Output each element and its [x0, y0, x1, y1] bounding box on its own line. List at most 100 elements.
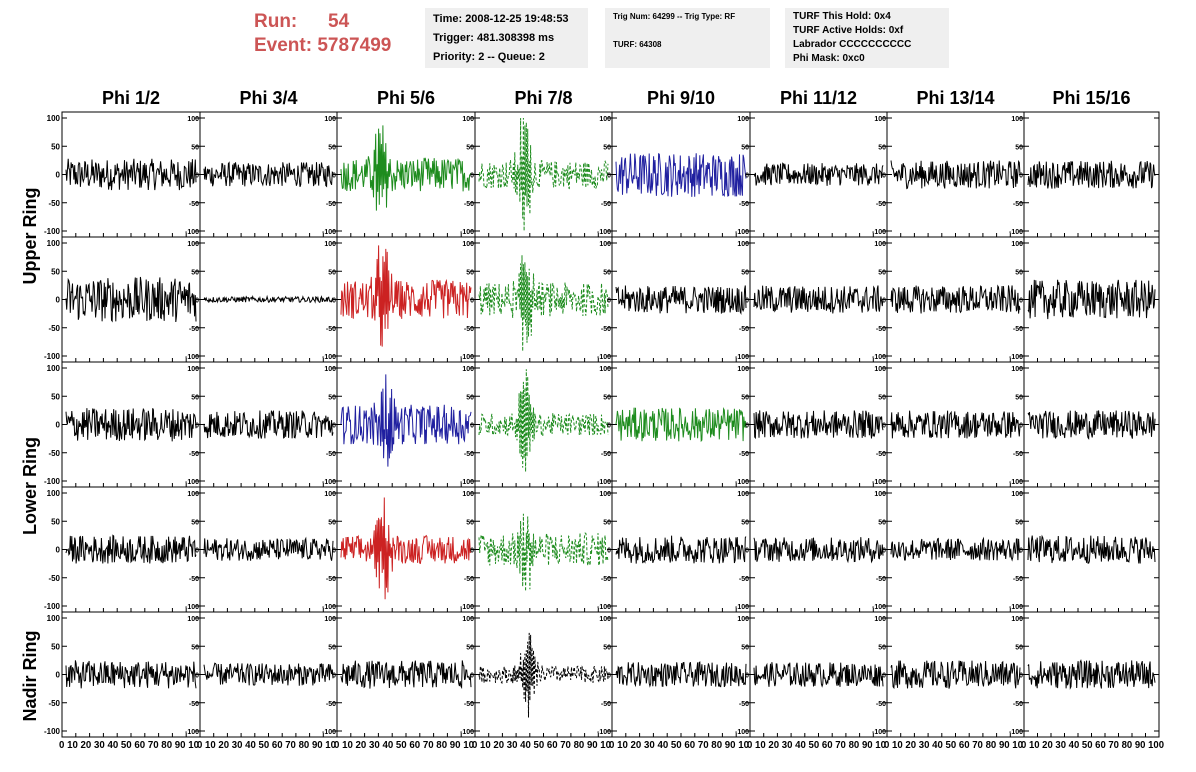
y-tick-label: -100 — [735, 479, 749, 486]
waveform-line — [890, 660, 1021, 690]
y-tick-label: 100 — [737, 616, 749, 623]
x-tick-label-strip: 0 10 20 30 40 50 60 70 80 90 10 — [472, 740, 611, 751]
turf-active-text: TURF Active Holds: 0xf — [793, 25, 904, 36]
row-label: Nadir Ring — [20, 630, 40, 721]
y-tick-label: 0 — [607, 423, 611, 430]
y-tick-label: 100 — [737, 241, 749, 248]
y-tick-label: 100 — [187, 616, 199, 623]
y-tick-label: 0 — [332, 173, 336, 180]
panel-frame — [199, 236, 338, 363]
y-tick-label: 50 — [741, 144, 749, 151]
y-tick-label: 100 — [187, 241, 199, 248]
y-tick-label: 50 — [51, 392, 60, 401]
y-tick-label: 100 — [47, 114, 61, 123]
y-tick-label: 100 — [599, 616, 611, 623]
y-tick-label: 100 — [324, 116, 336, 123]
column-header: Phi 5/6 — [377, 88, 435, 108]
y-tick-label: 0 — [470, 173, 474, 180]
y-tick-label: 0 — [195, 548, 199, 555]
y-tick-label: 50 — [878, 144, 886, 151]
y-tick-label: -50 — [48, 574, 60, 583]
y-tick-label: -100 — [1009, 354, 1023, 361]
y-tick-label: 50 — [328, 644, 336, 651]
y-tick-label: -50 — [464, 576, 474, 583]
y-tick-label: 100 — [1011, 616, 1023, 623]
y-tick-label: 100 — [1011, 366, 1023, 373]
y-tick-label: -100 — [872, 479, 886, 486]
column-header: Phi 7/8 — [514, 88, 572, 108]
y-tick-label: 50 — [466, 644, 474, 651]
waveform-line — [1027, 410, 1156, 440]
y-tick-label: -50 — [876, 701, 886, 708]
event-value: 5787499 — [317, 35, 392, 56]
y-tick-label: 50 — [328, 269, 336, 276]
y-tick-label: 100 — [324, 366, 336, 373]
y-tick-label: -100 — [44, 352, 61, 361]
trigger-info-box: Trig Num: 64299 -- Trig Type: RF TURF: 6… — [605, 8, 770, 68]
y-tick-label: -50 — [601, 576, 611, 583]
y-tick-label: 0 — [470, 298, 474, 305]
y-tick-label: 0 — [332, 423, 336, 430]
y-tick-label: 100 — [874, 116, 886, 123]
y-tick-label: -50 — [189, 201, 199, 208]
waveform-line — [478, 255, 609, 352]
y-tick-label: 50 — [191, 519, 199, 526]
waveform-line — [1027, 160, 1156, 189]
y-tick-label: -50 — [601, 201, 611, 208]
waveform-line — [340, 374, 472, 467]
y-tick-label: -50 — [1013, 701, 1023, 708]
waveform-line — [340, 660, 472, 690]
y-tick-label: 0 — [470, 673, 474, 680]
y-tick-label: 0 — [195, 298, 199, 305]
x-tick-label-strip: 0 10 20 30 40 50 60 70 80 90 10 — [884, 740, 1023, 751]
column-header: Phi 13/14 — [916, 88, 994, 108]
y-tick-label: -100 — [597, 729, 611, 736]
y-tick-label: 50 — [191, 394, 199, 401]
y-tick-label: 0 — [56, 171, 61, 180]
y-tick-label: 0 — [745, 673, 749, 680]
y-tick-label: -50 — [189, 576, 199, 583]
y-tick-label: 0 — [882, 173, 886, 180]
y-tick-label: 50 — [328, 144, 336, 151]
waveform-line — [65, 660, 197, 689]
waveform-line — [890, 159, 1021, 190]
waveform-line — [1027, 659, 1156, 690]
y-tick-label: 50 — [1015, 644, 1023, 651]
y-tick-label: 100 — [47, 364, 61, 373]
y-tick-label: 100 — [324, 491, 336, 498]
column-header: Phi 1/2 — [102, 88, 160, 108]
waveform-line — [203, 161, 334, 188]
y-tick-label: 50 — [741, 519, 749, 526]
y-tick-label: 100 — [187, 491, 199, 498]
y-tick-label: 0 — [745, 548, 749, 555]
y-tick-label: 0 — [332, 548, 336, 555]
waveform-line — [1027, 279, 1156, 320]
y-tick-label: -50 — [326, 201, 336, 208]
y-tick-label: -50 — [189, 326, 199, 333]
y-tick-label: -100 — [460, 354, 474, 361]
trig-num-text: Trig Num: 64299 -- Trig Type: RF — [613, 12, 736, 21]
y-tick-label: 50 — [1015, 519, 1023, 526]
waveform-line — [615, 285, 747, 316]
panel-frame — [336, 111, 476, 238]
y-tick-label: 100 — [737, 366, 749, 373]
y-tick-label: 100 — [462, 116, 474, 123]
y-tick-label: 50 — [51, 142, 60, 151]
y-tick-label: -50 — [739, 576, 749, 583]
y-tick-label: 100 — [599, 241, 611, 248]
y-tick-label: 0 — [332, 673, 336, 680]
x-tick-label-strip: 0 10 20 30 40 50 60 70 80 90 10 — [609, 740, 749, 751]
y-tick-label: 50 — [191, 144, 199, 151]
y-tick-label: -100 — [872, 604, 886, 611]
y-tick-label: -100 — [185, 604, 199, 611]
waveform-line — [340, 497, 472, 600]
x-tick-label-strip: 0 10 20 30 40 50 60 70 80 90 10 — [197, 740, 336, 751]
y-tick-label: 0 — [745, 298, 749, 305]
y-tick-label: 100 — [737, 491, 749, 498]
y-tick-label: -100 — [735, 229, 749, 236]
y-tick-label: 100 — [874, 491, 886, 498]
y-tick-label: 100 — [599, 366, 611, 373]
y-tick-label: 50 — [51, 517, 60, 526]
y-tick-label: 0 — [1019, 173, 1023, 180]
y-tick-label: 100 — [462, 241, 474, 248]
